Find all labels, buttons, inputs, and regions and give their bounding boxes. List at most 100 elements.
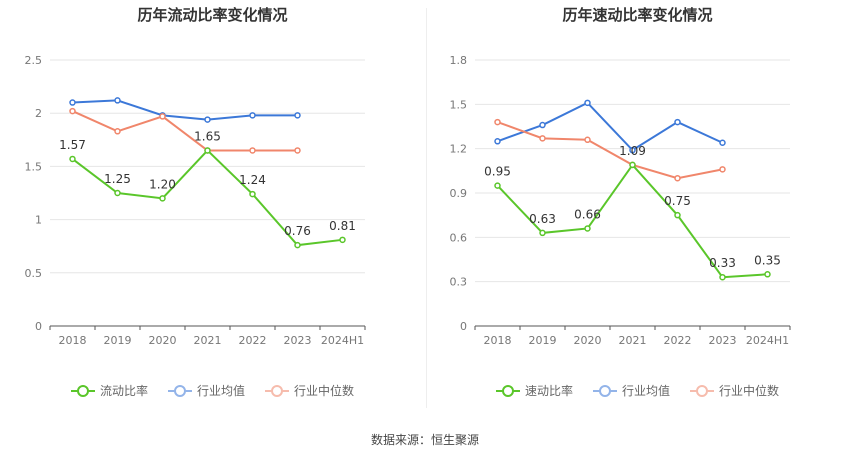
x-tick-label: 2018	[484, 334, 512, 347]
x-tick-label: 2024H1	[321, 334, 364, 347]
x-tick-label: 2019	[104, 334, 132, 347]
legend-line-icon	[495, 384, 520, 398]
data-point-median	[719, 166, 726, 173]
data-point-main	[249, 190, 256, 198]
data-point-median	[539, 135, 546, 142]
y-tick-label: 1	[35, 214, 42, 227]
legend-item-median[interactable]: 行业中位数	[690, 382, 779, 399]
data-point-main	[719, 273, 726, 281]
legend-line-icon	[690, 384, 714, 398]
series-line-median	[72, 110, 298, 152]
legend-label: 行业中位数	[294, 384, 355, 398]
quick-ratio-panel: 历年速动比率变化情况 0 0.3 0.6 0.9 1.2 1.5 1.8 2018 2019 20…	[425, 0, 850, 420]
series-line-avg	[72, 99, 298, 121]
y-tick-label: 1.8	[450, 54, 468, 67]
y-tick-label: 0.3	[450, 276, 468, 289]
data-point-main	[584, 225, 591, 232]
data-point-main	[629, 161, 636, 169]
y-tick-label: 1.2	[450, 143, 468, 156]
data-point-avg	[719, 139, 726, 147]
x-tick-label: 2018	[59, 334, 87, 347]
y-tick-label: 2	[35, 107, 42, 120]
legend: 速动比率 行业均值 行业中位数	[425, 382, 850, 399]
panel-divider	[426, 8, 427, 408]
current-ratio-chart: 0 0.5 1 1.5 2 2.5 2018 2019 2020 2021 2022 2023 2024…	[25, 54, 366, 347]
data-point-median	[249, 147, 256, 154]
data-label: 0.33	[709, 256, 736, 270]
chart-title: 历年速动比率变化情况	[562, 6, 713, 24]
data-point-avg	[494, 138, 501, 145]
legend-line-icon	[167, 384, 192, 398]
data-label: 1.09	[619, 144, 646, 158]
y-tick-label: 1.5	[450, 98, 468, 111]
data-point-main	[114, 189, 121, 197]
x-tick-label: 2023	[284, 334, 312, 347]
data-point-avg	[114, 97, 121, 104]
chart-title: 历年流动比率变化情况	[137, 6, 288, 24]
x-tick-label: 2020	[149, 334, 177, 347]
data-label: 0.81	[329, 219, 356, 233]
data-point-median	[294, 147, 301, 154]
y-tick-label: 0.6	[450, 231, 468, 244]
legend-label: 行业均值	[621, 384, 670, 398]
data-point-main	[339, 236, 346, 244]
data-label: 0.63	[529, 212, 556, 226]
data-point-main	[294, 241, 301, 249]
series-line-median	[497, 121, 723, 180]
data-point-main	[764, 271, 771, 278]
data-label: 0.95	[484, 165, 511, 179]
y-tick-label: 0	[460, 320, 467, 333]
data-point-avg	[69, 99, 76, 106]
data-point-main	[674, 211, 681, 219]
x-tick-label: 2021	[619, 334, 647, 347]
current-ratio-panel: 历年流动比率变化情况 0 0.5 1 1.5 2 2.5 2018 2019 2020 2021 2…	[0, 0, 425, 420]
data-label: 0.75	[664, 194, 691, 208]
legend-label: 行业均值	[196, 384, 245, 398]
x-tick-label: 2022	[664, 334, 692, 347]
quick-ratio-chart: 0 0.3 0.6 0.9 1.2 1.5 1.8 2018 2019 2020 2021 2022 2…	[450, 54, 791, 347]
legend-label: 速动比率	[524, 384, 573, 398]
legend-item-median[interactable]: 行业中位数	[265, 382, 354, 399]
data-point-main	[159, 195, 166, 202]
legend-line-icon	[592, 384, 617, 398]
legend-line-icon	[70, 384, 95, 398]
x-tick-label: 2023	[709, 334, 737, 347]
x-tick-label: 2019	[529, 334, 557, 347]
data-label: 1.20	[149, 177, 176, 191]
data-point-avg	[629, 146, 636, 154]
data-point-avg	[584, 99, 591, 107]
legend-label: 流动比率	[99, 384, 148, 398]
data-source-note: 数据来源：恒生聚源	[370, 433, 479, 447]
data-point-median	[69, 107, 76, 115]
legend-item-avg[interactable]: 行业均值	[592, 382, 670, 399]
legend-item-main[interactable]: 速动比率	[495, 382, 573, 399]
legend-item-avg[interactable]: 行业均值	[167, 382, 245, 399]
y-tick-label: 0.5	[25, 267, 43, 280]
data-label: 0.35	[754, 253, 781, 267]
data-point-main	[204, 147, 211, 154]
data-label: 1.57	[59, 138, 86, 152]
legend-item-main[interactable]: 流动比率	[70, 382, 148, 399]
series-line-avg	[497, 101, 723, 152]
data-label: 1.24	[239, 173, 266, 187]
data-point-avg	[294, 112, 301, 119]
data-point-median	[674, 174, 681, 182]
data-point-main	[69, 155, 76, 163]
data-point-median	[584, 136, 591, 144]
x-tick-label: 2022	[239, 334, 267, 347]
data-point-median	[494, 118, 501, 126]
y-tick-label: 1.5	[25, 160, 43, 173]
data-label: 1.65	[194, 129, 221, 143]
y-tick-label: 0.9	[450, 187, 468, 200]
data-point-median	[114, 128, 121, 135]
data-point-avg	[204, 116, 211, 123]
data-point-avg	[539, 121, 546, 129]
x-tick-label: 2020	[574, 334, 602, 347]
data-point-main	[494, 182, 501, 189]
y-tick-label: 0	[35, 320, 42, 333]
y-tick-label: 2.5	[25, 54, 43, 67]
x-tick-label: 2021	[194, 334, 222, 347]
data-point-avg	[249, 112, 256, 119]
data-point-median	[159, 113, 166, 120]
x-tick-label: 2024H1	[746, 334, 789, 347]
